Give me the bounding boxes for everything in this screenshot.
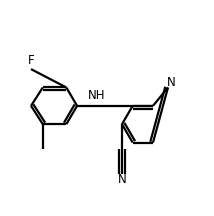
Text: NH: NH [88, 89, 105, 102]
Text: N: N [118, 173, 126, 186]
Text: F: F [28, 54, 34, 67]
Text: N: N [167, 76, 175, 89]
